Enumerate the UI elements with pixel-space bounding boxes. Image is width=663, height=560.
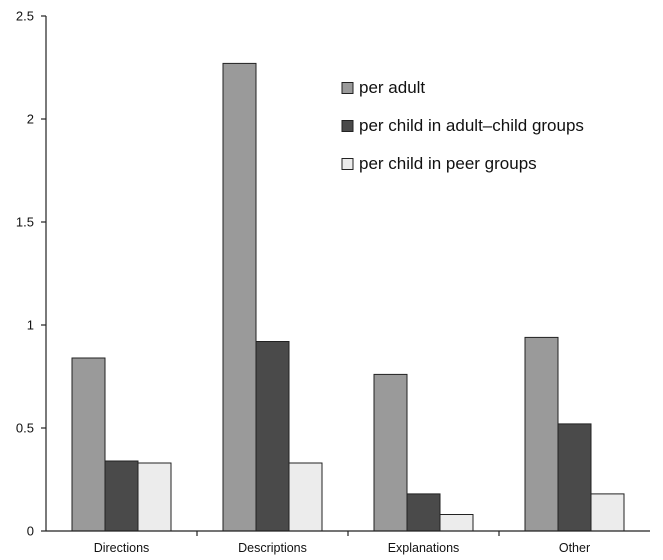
y-tick-label: 2 bbox=[27, 112, 34, 127]
y-tick-label: 0.5 bbox=[16, 421, 34, 436]
bar-explanations-series-2 bbox=[406, 493, 441, 532]
bar-explanations-series-1 bbox=[373, 373, 408, 532]
x-tick-label: Explanations bbox=[388, 541, 460, 555]
x-tick-label: Directions bbox=[94, 541, 150, 555]
y-tick-label: 0 bbox=[27, 524, 34, 539]
y-axis: 0 0.5 1 1.5 2 2.5 bbox=[16, 9, 47, 539]
bar-directions-series-3 bbox=[137, 462, 172, 532]
legend-swatch-1 bbox=[341, 82, 354, 94]
bar-descriptions-series-2 bbox=[255, 341, 290, 532]
bar-descriptions-series-1 bbox=[222, 62, 257, 532]
legend-label-1: per adult bbox=[359, 78, 425, 97]
legend-swatch-3 bbox=[341, 158, 354, 170]
legend-swatch-2 bbox=[341, 120, 354, 132]
x-axis: Directions Descriptions Explanations Other bbox=[46, 530, 650, 555]
bar-directions-series-2 bbox=[104, 460, 139, 532]
y-tick-label: 1 bbox=[27, 318, 34, 333]
legend-label-2: per child in adult–child groups bbox=[359, 116, 584, 135]
bar-other-series-1 bbox=[524, 336, 559, 532]
bar-other-series-2 bbox=[557, 423, 592, 532]
bars bbox=[71, 62, 625, 532]
bar-explanations-series-3 bbox=[439, 514, 474, 532]
x-tick-label: Descriptions bbox=[238, 541, 307, 555]
x-tick-label: Other bbox=[559, 541, 590, 555]
legend: per adult per child in adult–child groups… bbox=[341, 78, 584, 173]
y-tick-label: 1.5 bbox=[16, 215, 34, 230]
bar-descriptions-series-3 bbox=[288, 462, 323, 532]
bar-other-series-3 bbox=[590, 493, 625, 532]
y-tick-label: 2.5 bbox=[16, 9, 34, 24]
bar-directions-series-1 bbox=[71, 357, 106, 532]
legend-label-3: per child in peer groups bbox=[359, 154, 537, 173]
